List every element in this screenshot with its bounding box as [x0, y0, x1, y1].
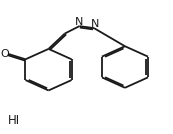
Text: O: O: [1, 49, 10, 59]
Text: N: N: [91, 19, 99, 29]
Text: HI: HI: [8, 114, 20, 127]
Text: N: N: [74, 17, 83, 27]
